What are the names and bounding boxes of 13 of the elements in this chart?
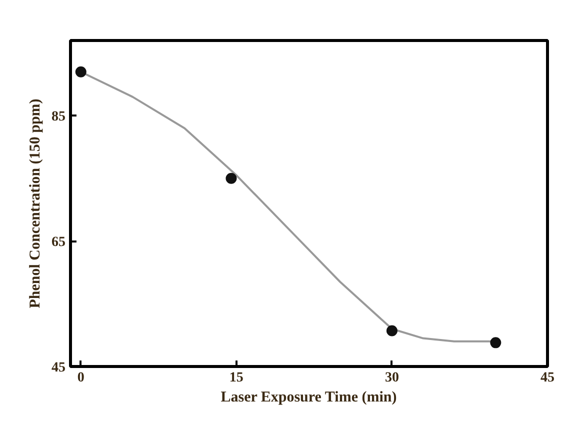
x-tick-label: 30 — [384, 370, 399, 386]
point — [490, 337, 502, 348]
x-axis-title: Laser Exposure Time (min) — [220, 390, 397, 406]
x-tick-label: 15 — [229, 370, 244, 386]
y-tick-label: 65 — [52, 235, 66, 250]
point — [226, 172, 237, 184]
x-tick-label: 45 — [540, 370, 554, 386]
point — [75, 66, 86, 78]
y-tick-label: 45 — [52, 360, 66, 376]
y-tick-label: 85 — [52, 110, 66, 125]
x-tick-label: 0 — [77, 370, 84, 386]
point — [386, 325, 398, 336]
y-axis-title: Phenol Concentration (150 ppm) — [28, 98, 44, 308]
